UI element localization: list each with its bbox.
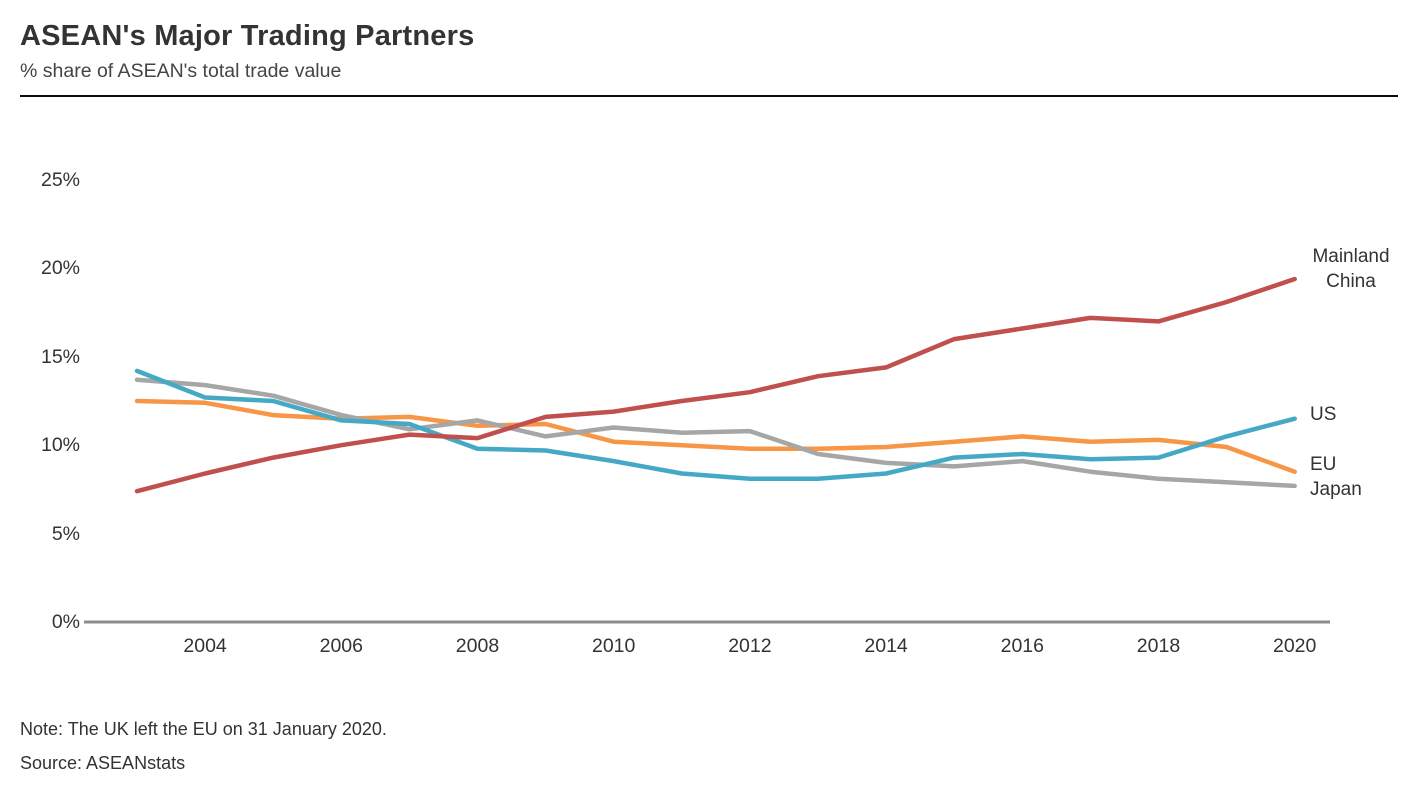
y-axis-tick-label: 0% <box>51 611 80 633</box>
y-axis-tick-label: 10% <box>40 434 80 457</box>
x-axis-tick-label: 2020 <box>1272 635 1317 657</box>
header-divider <box>20 95 1398 97</box>
x-axis-tick-label: 2018 <box>1136 635 1181 657</box>
series-label-us: US <box>1310 404 1337 425</box>
series-label-mainland-china: Mainland China <box>1312 246 1390 292</box>
chart-title: ASEAN's Major Trading Partners <box>20 20 475 52</box>
x-axis-tick-label: 2016 <box>1000 635 1044 657</box>
series-line-japan <box>134 377 1297 489</box>
x-axis-tick-label: 2014 <box>864 635 908 657</box>
x-axis-tick-label: 2004 <box>183 635 227 657</box>
series-label-eu: EU <box>1310 454 1337 475</box>
x-axis-tick-label: 2012 <box>728 635 772 657</box>
y-axis-tick-label: 5% <box>51 522 80 545</box>
series-line-us <box>134 368 1297 482</box>
x-axis-tick-label: 2008 <box>455 635 500 657</box>
x-axis-tick-label: 2006 <box>319 635 363 657</box>
note-text: Note: The UK left the EU on 31 January 2… <box>20 719 387 739</box>
x-axis-tick-label: 2010 <box>591 635 636 657</box>
source-text: Source: ASEANstats <box>20 753 186 773</box>
series-line-mainland-china <box>134 276 1297 494</box>
chart-subtitle: % share of ASEAN's total trade value <box>20 60 342 82</box>
series-label-japan: Japan <box>1310 479 1362 500</box>
y-axis-tick-label: 20% <box>40 257 80 280</box>
y-axis-tick-label: 15% <box>40 345 80 368</box>
y-axis-tick-label: 25% <box>40 169 80 191</box>
